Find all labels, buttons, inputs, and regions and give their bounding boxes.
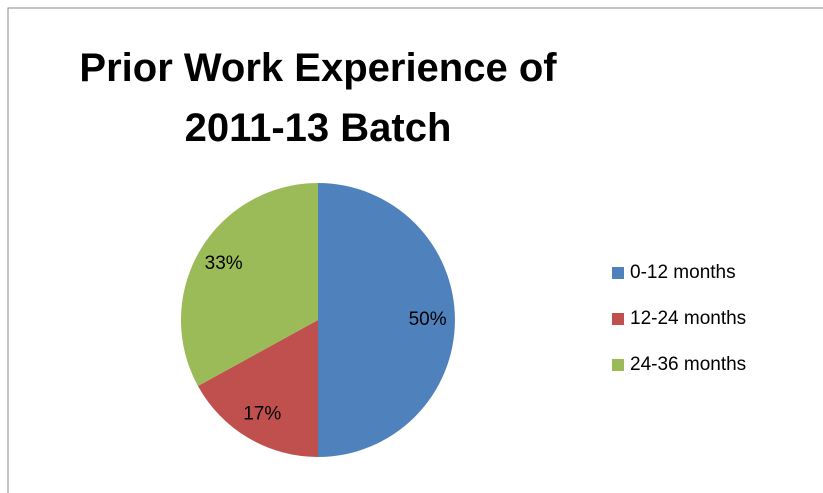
legend-label: 0-12 months [630,262,736,283]
pie-slice [318,183,455,457]
data-label: 33% [205,253,243,274]
pie-slice [181,183,318,387]
chart-frame [7,7,823,493]
pie-slice [197,320,318,457]
legend-swatch [612,313,624,325]
legend-swatch [612,267,624,279]
data-label: 17% [243,403,281,424]
legend-label: 24-36 months [630,354,746,375]
legend-swatch [612,359,624,371]
data-label: 50% [409,309,447,330]
legend-label: 12-24 months [630,308,746,329]
chart-title: Prior Work Experience of 2011-13 Batch [79,46,557,150]
